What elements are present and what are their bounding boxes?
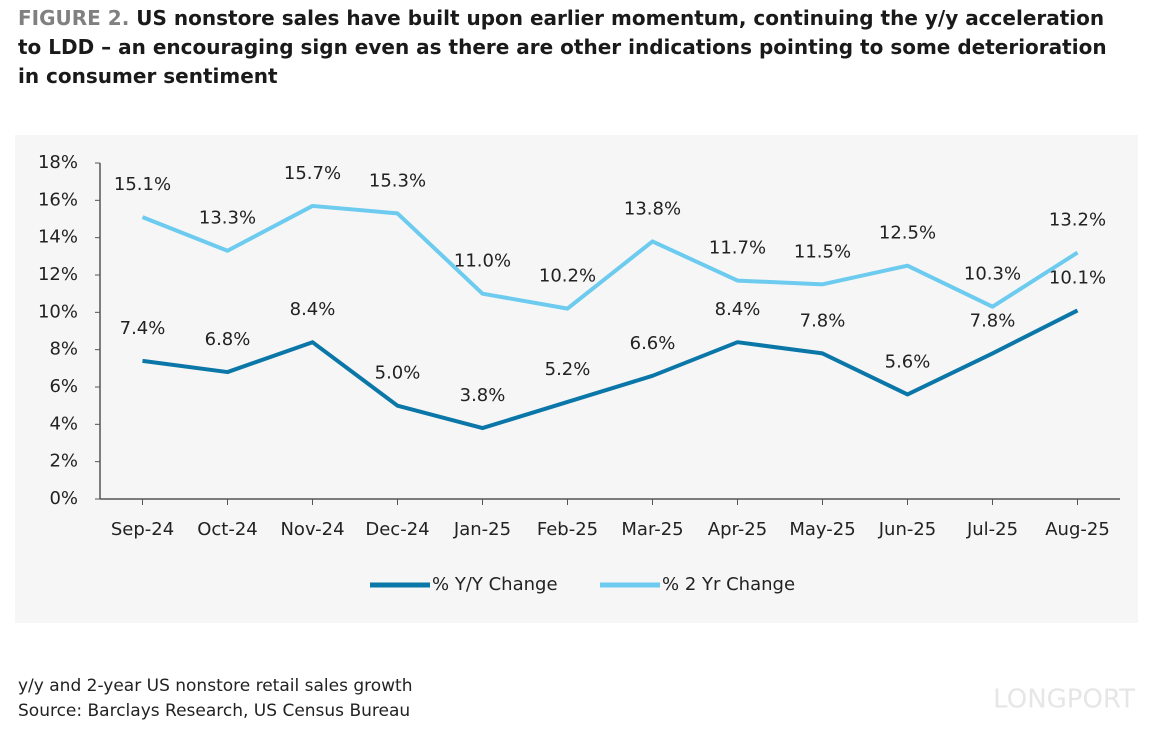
y-tick-label: 6% xyxy=(49,376,78,397)
x-tick-label: Jul-25 xyxy=(966,519,1018,540)
x-tick-label: Feb-25 xyxy=(537,519,598,540)
data-label: 13.3% xyxy=(199,208,256,229)
data-label: 3.8% xyxy=(460,385,506,406)
data-label: 6.6% xyxy=(630,333,676,354)
y-tick-label: 8% xyxy=(49,339,78,360)
data-label: 11.0% xyxy=(454,251,511,272)
figure-label: FIGURE 2. xyxy=(18,6,130,30)
y-tick-label: 16% xyxy=(38,189,78,210)
data-label: 6.8% xyxy=(205,329,251,350)
chart-background xyxy=(15,135,1138,623)
x-tick-label: Mar-25 xyxy=(621,519,683,540)
legend-label: % 2 Yr Change xyxy=(662,574,795,595)
y-tick-label: 18% xyxy=(38,152,78,173)
data-label: 10.1% xyxy=(1049,267,1106,288)
series-line xyxy=(141,203,1079,311)
x-tick-label: Apr-25 xyxy=(708,519,767,540)
data-label: 15.7% xyxy=(284,163,341,184)
x-tick-label: Aug-25 xyxy=(1045,519,1110,540)
x-tick-label: Dec-24 xyxy=(365,519,429,540)
x-tick-label: May-25 xyxy=(789,519,855,540)
y-tick-label: 4% xyxy=(49,413,78,434)
data-label: 10.3% xyxy=(964,264,1021,285)
source: Source: Barclays Research, US Census Bur… xyxy=(18,701,411,721)
data-label: 5.0% xyxy=(375,363,421,384)
footnote: y/y and 2-year US nonstore retail sales … xyxy=(18,676,413,696)
watermark: LONGPORT xyxy=(993,685,1135,715)
legend-label: % Y/Y Change xyxy=(432,574,558,595)
series-line xyxy=(142,308,1079,431)
x-tick-label: Jan-25 xyxy=(453,519,511,540)
data-label: 11.5% xyxy=(794,241,851,262)
data-label: 15.1% xyxy=(114,174,171,195)
data-label: 7.8% xyxy=(970,310,1016,331)
data-label: 8.4% xyxy=(290,299,336,320)
data-label: 12.5% xyxy=(879,223,936,244)
data-label: 15.3% xyxy=(369,170,426,191)
y-tick-label: 0% xyxy=(49,488,78,509)
data-label: 13.2% xyxy=(1049,210,1106,231)
y-tick-label: 10% xyxy=(38,301,78,322)
data-label: 5.6% xyxy=(885,351,931,372)
data-label: 8.4% xyxy=(715,299,761,320)
y-tick-label: 14% xyxy=(38,227,78,248)
data-label: 7.8% xyxy=(800,310,846,331)
data-label: 10.2% xyxy=(539,266,596,287)
data-label: 11.7% xyxy=(709,238,766,259)
x-tick-label: Oct-24 xyxy=(197,519,258,540)
x-tick-label: Sep-24 xyxy=(111,519,174,540)
data-label: 7.4% xyxy=(120,318,166,339)
y-tick-label: 2% xyxy=(49,451,78,472)
chart-title: US nonstore sales have built upon earlie… xyxy=(18,6,1107,88)
x-tick-label: Jun-25 xyxy=(878,519,937,540)
y-tick-label: 12% xyxy=(38,264,78,285)
data-label: 5.2% xyxy=(545,359,591,380)
data-label: 13.8% xyxy=(624,198,681,219)
chart-title-block: FIGURE 2. US nonstore sales have built u… xyxy=(18,4,1128,91)
x-tick-label: Nov-24 xyxy=(280,519,344,540)
